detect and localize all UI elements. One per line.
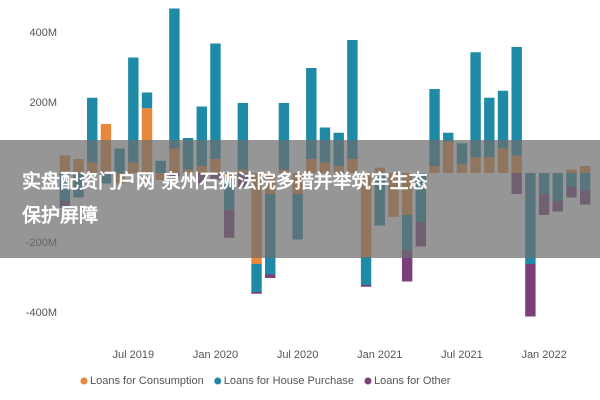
y-tick-label: 400M: [29, 27, 57, 39]
bar-segment: [251, 292, 262, 294]
overlay-banner: [0, 140, 600, 258]
x-tick-label: Jan 2020: [193, 349, 238, 361]
bar-segment: [360, 257, 372, 285]
bar-segment: [237, 103, 249, 170]
bar-segment: [128, 57, 139, 163]
bar-segment: [196, 106, 207, 166]
bar-segment: [401, 250, 413, 282]
legend-swatch: [214, 377, 222, 385]
legend-label: Loans for Other: [374, 375, 451, 387]
bar-segment: [443, 132, 454, 142]
x-tick-label: Jul 2020: [277, 349, 319, 361]
legend-label: Loans for Consumption: [90, 375, 204, 387]
bar-segment: [470, 52, 481, 158]
x-tick-label: Jan 2021: [357, 349, 402, 361]
bar-segment: [497, 90, 509, 149]
legend-swatch: [364, 377, 372, 385]
overlay-text: 保护屏障: [21, 204, 98, 227]
legend-label: Loans for House Purchase: [224, 375, 354, 387]
bar-segment: [251, 264, 262, 292]
y-tick-label: 200M: [29, 97, 57, 109]
bar-segment: [525, 264, 536, 317]
x-tick-label: Jul 2019: [113, 349, 155, 361]
y-tick-label: -400M: [26, 307, 57, 319]
bar-segment: [278, 103, 290, 170]
bar-segment: [306, 68, 317, 159]
x-tick-label: Jul 2021: [441, 349, 483, 361]
bar-segment: [511, 47, 522, 156]
bar-segment: [429, 89, 440, 166]
bar-segment: [169, 8, 180, 149]
bar-segment: [265, 274, 276, 278]
bar-segment: [484, 97, 495, 158]
bar-segment: [87, 97, 98, 163]
bar-segment: [360, 285, 372, 287]
legend-swatch: [80, 377, 88, 385]
bar-segment: [141, 92, 153, 109]
bar-segment: [347, 40, 358, 159]
overlay-text: 实盘配资门户网 泉州石狮法院多措并举筑牢生态: [22, 170, 428, 193]
x-tick-label: Jan 2022: [521, 349, 566, 361]
bar-segment: [210, 43, 221, 159]
